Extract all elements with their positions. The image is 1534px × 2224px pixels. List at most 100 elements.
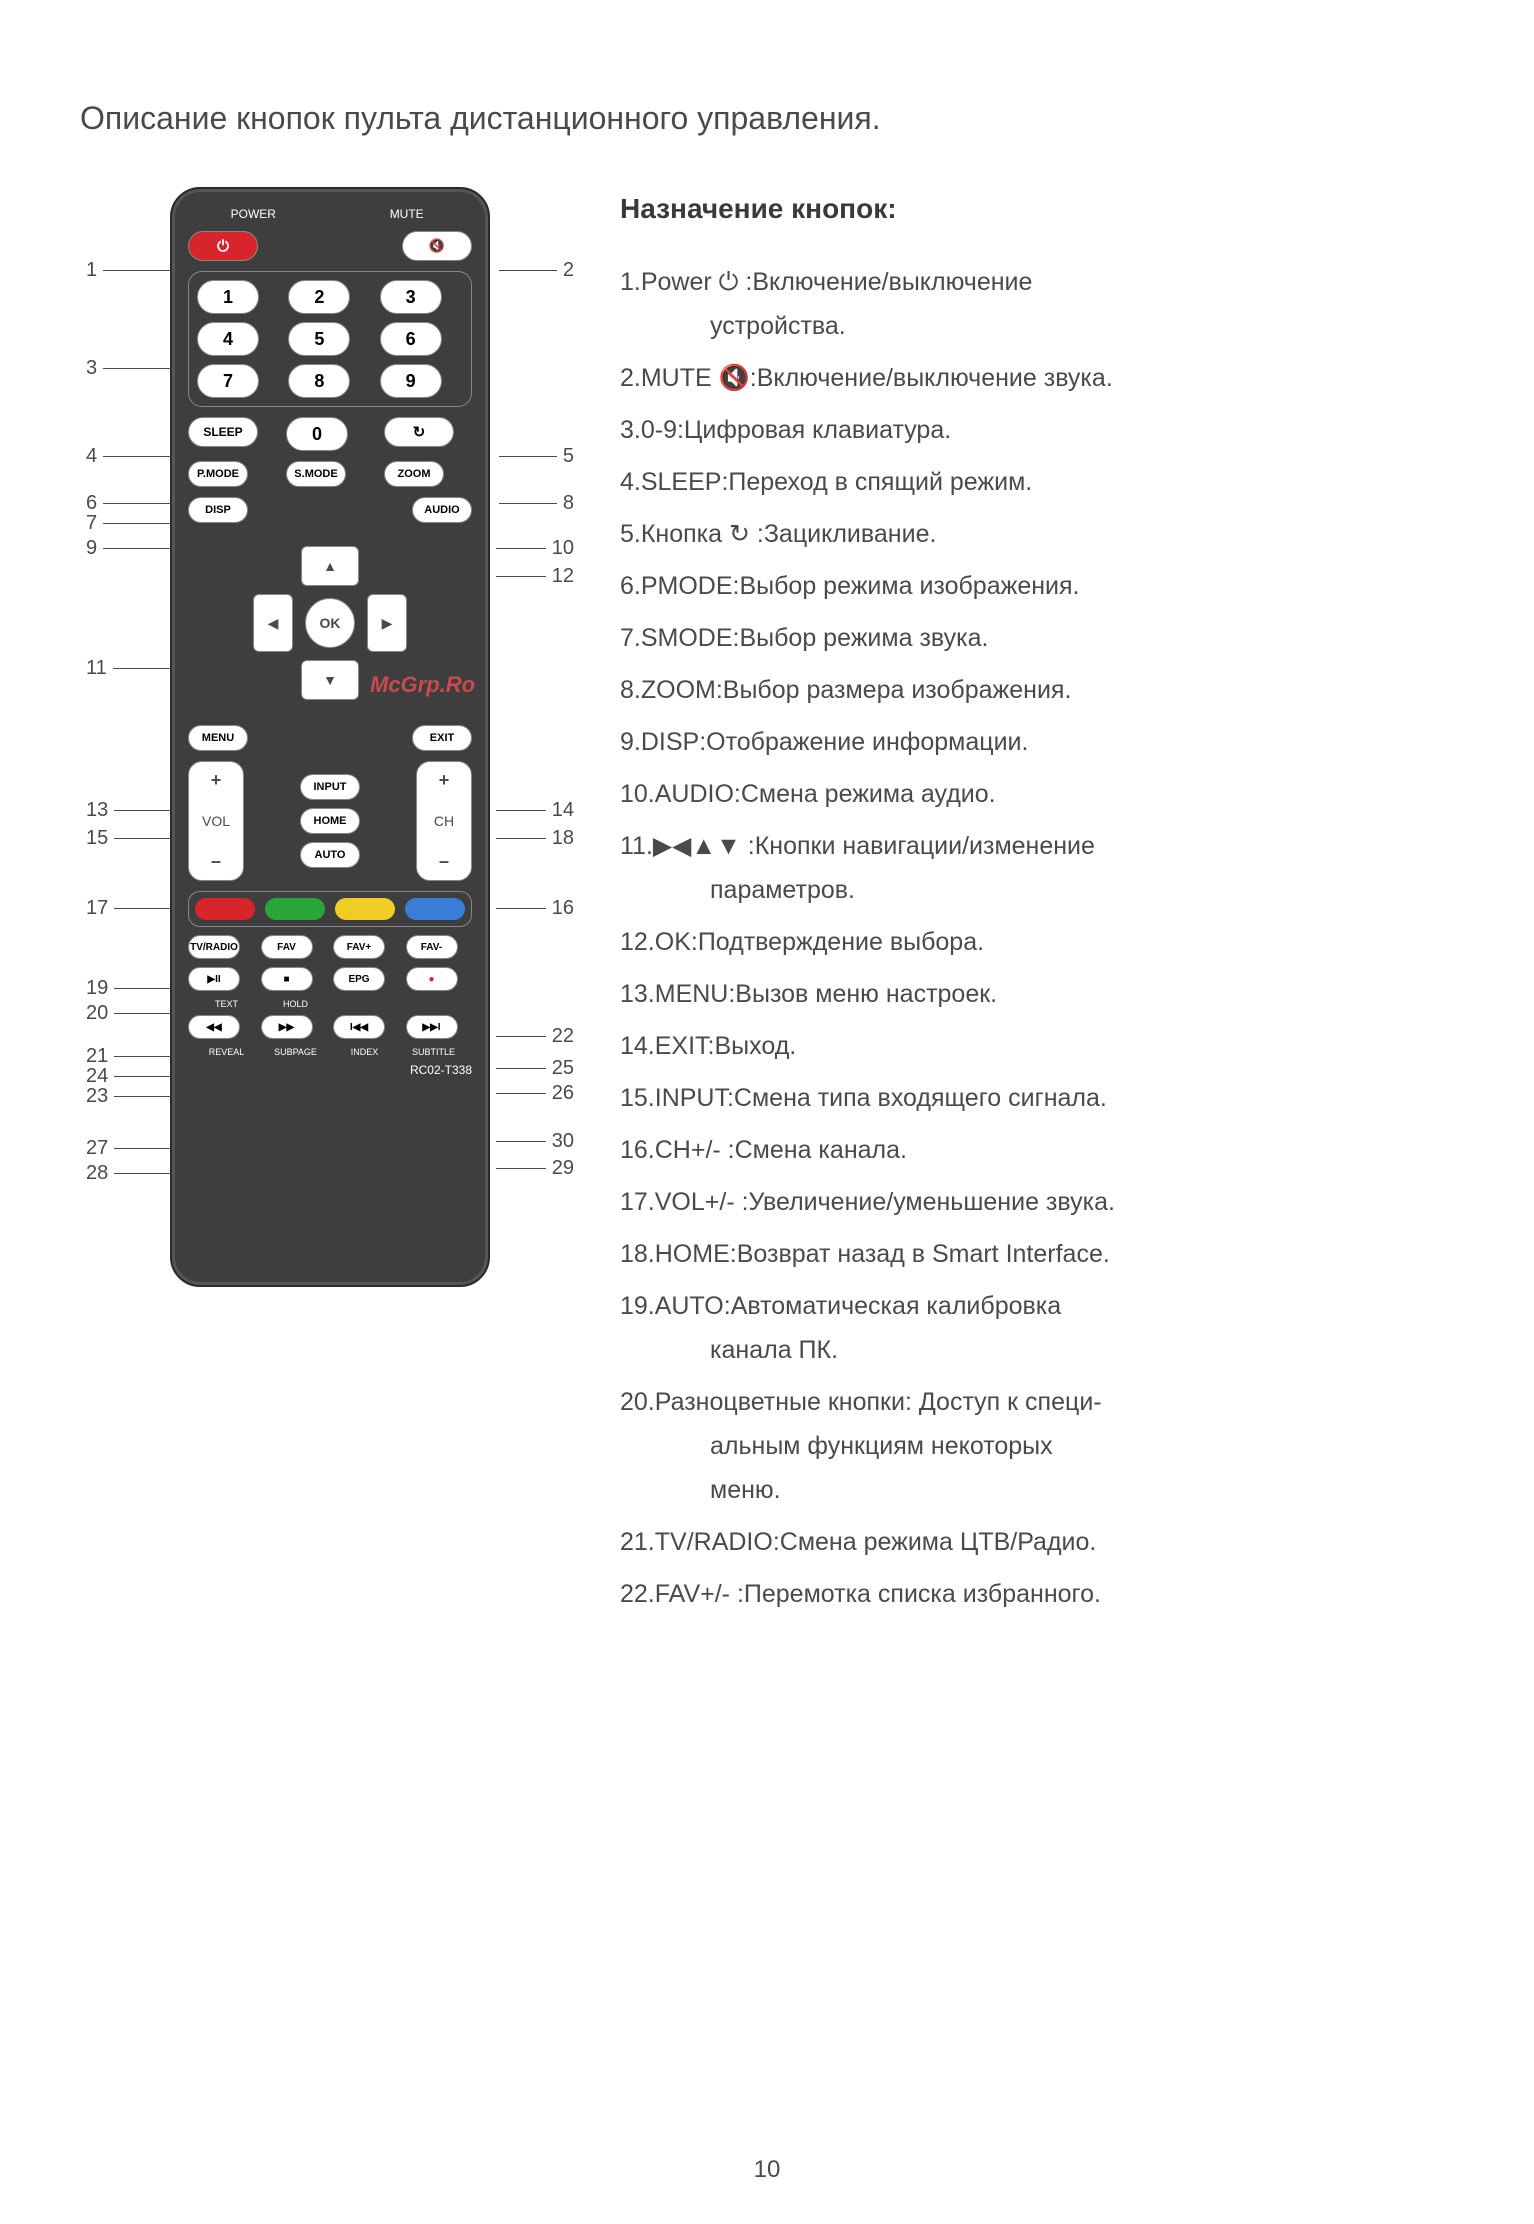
record-button[interactable]: ● <box>406 967 458 991</box>
description-item-14: 14.EXIT:Выход. <box>620 1026 1454 1066</box>
epg-button[interactable]: EPG <box>333 967 385 991</box>
numpad-6[interactable]: 6 <box>380 322 442 356</box>
description-indent: устройства. <box>620 306 1454 346</box>
exit-button[interactable]: EXIT <box>412 725 472 751</box>
callout-number: 8 <box>557 492 580 515</box>
color-blue-button[interactable] <box>405 898 465 920</box>
playback-row: ▶II ■ EPG ● <box>188 967 472 991</box>
favplus-button[interactable]: FAV+ <box>333 935 385 959</box>
ch-minus[interactable]: – <box>439 851 449 872</box>
playpause-button[interactable]: ▶II <box>188 967 240 991</box>
dpad-left[interactable]: ◀ <box>253 594 293 652</box>
remote-column: POWER MUTE 1 2 3 4 5 6 7 8 9 <box>80 187 580 1626</box>
numpad-5[interactable]: 5 <box>288 322 350 356</box>
fav-button[interactable]: FAV <box>261 935 313 959</box>
description-column: Назначение кнопок: 1.Power ⏻ :Включение/… <box>620 187 1454 1626</box>
vol-plus[interactable]: + <box>211 770 222 791</box>
callout-right-29: 29 <box>496 1157 580 1180</box>
dpad-right[interactable]: ▶ <box>367 594 407 652</box>
callout-number: 20 <box>80 1002 114 1025</box>
text-hold-labels: TEXT HOLD <box>188 999 472 1009</box>
color-yellow-button[interactable] <box>335 898 395 920</box>
description-item-1: 1.Power ⏻ :Включение/выключениеустройств… <box>620 262 1454 346</box>
vol-rocker[interactable]: + VOL – <box>188 761 244 881</box>
numpad-4[interactable]: 4 <box>197 322 259 356</box>
callout-number: 28 <box>80 1162 114 1185</box>
pmode-button[interactable]: P.MODE <box>188 461 248 487</box>
tvradio-button[interactable]: TV/RADIO <box>188 935 240 959</box>
callout-right-12: 12 <box>496 565 580 588</box>
description-indent: альным функциям некоторых <box>620 1426 1454 1466</box>
numpad-3[interactable]: 3 <box>380 280 442 314</box>
callout-left-23: 23 <box>80 1085 174 1108</box>
numpad-7[interactable]: 7 <box>197 364 259 398</box>
mute-button[interactable] <box>402 231 472 261</box>
page-number: 10 <box>754 2156 781 2184</box>
callout-right-25: 25 <box>496 1057 580 1080</box>
description-indent: параметров. <box>620 870 1454 910</box>
home-button[interactable]: HOME <box>300 808 360 834</box>
callout-left-27: 27 <box>80 1137 174 1160</box>
sleep-button[interactable]: SLEEP <box>188 417 258 447</box>
numpad-1[interactable]: 1 <box>197 280 259 314</box>
smode-button[interactable]: S.MODE <box>286 461 346 487</box>
dpad-up[interactable]: ▲ <box>301 546 359 586</box>
disp-button[interactable]: DISP <box>188 497 248 523</box>
power-button[interactable] <box>188 231 258 261</box>
remote-model: RC02-T338 <box>188 1063 472 1077</box>
audio-button[interactable]: AUDIO <box>412 497 472 523</box>
ch-rocker[interactable]: + CH – <box>416 761 472 881</box>
loop-button[interactable] <box>384 417 454 447</box>
auto-button[interactable]: AUTO <box>300 842 360 868</box>
ch-label: CH <box>434 813 454 829</box>
stop-button[interactable]: ■ <box>261 967 313 991</box>
description-item-3: 3.0-9:Цифровая клавиатура. <box>620 410 1454 450</box>
callout-number: 9 <box>80 537 103 560</box>
callout-number: 14 <box>546 799 580 822</box>
description-item-6: 6.PMODE:Выбор режима изображения. <box>620 566 1454 606</box>
fastforward-button[interactable]: ▶▶ <box>261 1015 313 1039</box>
callout-right-18: 18 <box>496 827 580 850</box>
input-button[interactable]: INPUT <box>300 774 360 800</box>
menu-button[interactable]: MENU <box>188 725 248 751</box>
favminus-button[interactable]: FAV- <box>406 935 458 959</box>
numpad-9[interactable]: 9 <box>380 364 442 398</box>
watermark: McGrp.Ro <box>370 672 475 698</box>
numpad-2[interactable]: 2 <box>288 280 350 314</box>
numpad-0[interactable]: 0 <box>286 417 348 451</box>
fav-row: TV/RADIO FAV FAV+ FAV- <box>188 935 472 959</box>
vol-minus[interactable]: – <box>211 851 221 872</box>
content-row: POWER MUTE 1 2 3 4 5 6 7 8 9 <box>80 187 1454 1626</box>
ok-button[interactable]: OK <box>305 598 355 648</box>
callout-number: 23 <box>80 1085 114 1108</box>
callout-number: 12 <box>546 565 580 588</box>
numpad-8[interactable]: 8 <box>288 364 350 398</box>
callout-number: 29 <box>546 1157 580 1180</box>
dpad-down[interactable]: ▼ <box>301 660 359 700</box>
color-red-button[interactable] <box>195 898 255 920</box>
zoom-button[interactable]: ZOOM <box>384 461 444 487</box>
prev-button[interactable]: I◀◀ <box>333 1015 385 1039</box>
description-item-20: 20.Разноцветные кнопки: Доступ к специ-а… <box>620 1382 1454 1510</box>
callout-left-17: 17 <box>80 897 174 920</box>
callout-number: 10 <box>546 537 580 560</box>
description-item-15: 15.INPUT:Смена типа входящего сигнала. <box>620 1078 1454 1118</box>
callout-number: 3 <box>80 357 103 380</box>
description-indent2: меню. <box>620 1470 1454 1510</box>
callout-right-5: 5 <box>499 445 580 468</box>
description-item-9: 9.DISP:Отображение информации. <box>620 722 1454 762</box>
callout-right-8: 8 <box>499 492 580 515</box>
color-green-button[interactable] <box>265 898 325 920</box>
description-item-2: 2.MUTE 🔇:Включение/выключение звука. <box>620 358 1454 398</box>
next-button[interactable]: ▶▶I <box>406 1015 458 1039</box>
description-indent: канала ПК. <box>620 1330 1454 1370</box>
text-label: TEXT <box>192 999 261 1009</box>
callout-number: 30 <box>546 1130 580 1153</box>
hold-label: HOLD <box>261 999 330 1009</box>
subtitle-label: SUBTITLE <box>399 1047 468 1057</box>
callout-number: 18 <box>546 827 580 850</box>
ch-plus[interactable]: + <box>439 770 450 791</box>
callout-right-22: 22 <box>496 1025 580 1048</box>
callout-right-16: 16 <box>496 897 580 920</box>
rewind-button[interactable]: ◀◀ <box>188 1015 240 1039</box>
